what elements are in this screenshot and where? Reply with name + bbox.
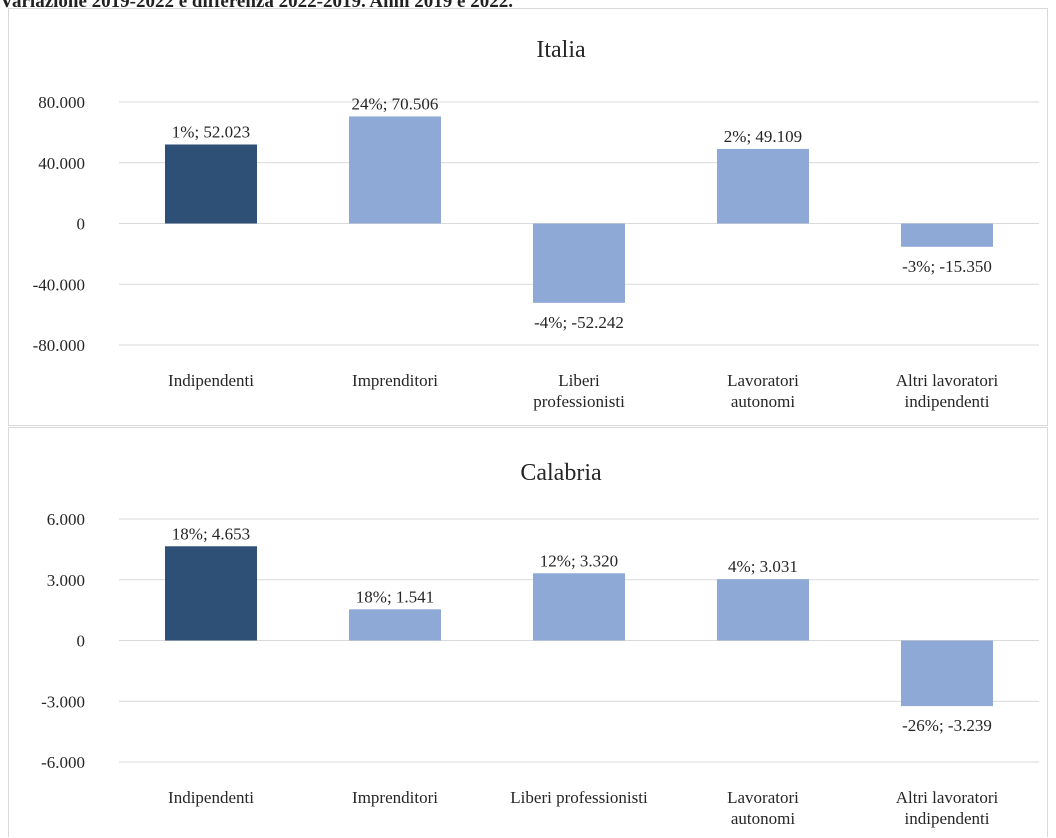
data-label: 1%; 52.023	[172, 122, 250, 141]
x-tick-label: Lavoratori autonomi	[727, 371, 799, 411]
data-label: -4%; -52.242	[534, 313, 624, 332]
bar	[901, 223, 993, 247]
data-label: 2%; 49.109	[724, 127, 802, 146]
chart-italia: Italia 80.000 40.000 0 -40.000 -80.000 1%; 52.…	[33, 37, 1039, 411]
x-tick-label: Altri lavoratori indipendenti	[896, 371, 999, 411]
x-tick-label: Imprenditori	[352, 371, 438, 390]
y-tick-label: 80.000	[38, 93, 85, 112]
bar	[533, 223, 625, 303]
chart-panel-italia: Italia 80.000 40.000 0 -40.000 -80.000 1%; 52.…	[8, 8, 1048, 426]
y-tick-label: 0	[77, 632, 86, 651]
y-tick-label: -40.000	[33, 275, 85, 294]
bar	[349, 116, 441, 224]
y-tick-label: 0	[77, 215, 86, 234]
chart-title: Calabria	[520, 460, 602, 486]
data-label: 12%; 3.320	[540, 551, 618, 570]
data-label: 18%; 1.541	[356, 587, 434, 606]
y-tick-label: 6.000	[47, 510, 85, 529]
data-label: 24%; 70.506	[352, 94, 439, 113]
bar	[533, 573, 625, 641]
bar	[717, 579, 809, 641]
x-tick-label: Liberi professionisti	[510, 788, 648, 807]
x-tick-label: Lavoratori autonomi	[727, 788, 799, 828]
data-label: 18%; 4.653	[172, 524, 250, 543]
x-tick-label: Liberi professionisti	[533, 371, 625, 411]
bar	[165, 144, 257, 224]
chart-title: Italia	[536, 37, 586, 63]
y-tick-label: -80.000	[33, 336, 85, 355]
chart-panel-calabria: Calabria 6.000 3.000 0 -3.000 -6.000 18%; 4.65…	[8, 427, 1048, 837]
y-tick-label: -3.000	[41, 692, 85, 711]
data-label: -3%; -15.350	[902, 257, 992, 276]
data-label: 4%; 3.031	[728, 557, 798, 576]
bar	[901, 640, 993, 707]
y-tick-label: 40.000	[38, 154, 85, 173]
x-tick-label: Indipendenti	[168, 371, 254, 390]
bar	[717, 148, 809, 224]
bar	[165, 546, 257, 641]
data-label: -26%; -3.239	[902, 716, 992, 735]
chart-calabria: Calabria 6.000 3.000 0 -3.000 -6.000 18%; 4.65…	[41, 460, 1039, 828]
y-tick-label: 3.000	[47, 571, 85, 590]
bar	[349, 609, 441, 641]
x-tick-label: Imprenditori	[352, 788, 438, 807]
y-tick-label: -6.000	[41, 753, 85, 772]
x-tick-label: Indipendenti	[168, 788, 254, 807]
x-tick-label: Altri lavoratori indipendenti	[896, 788, 999, 828]
